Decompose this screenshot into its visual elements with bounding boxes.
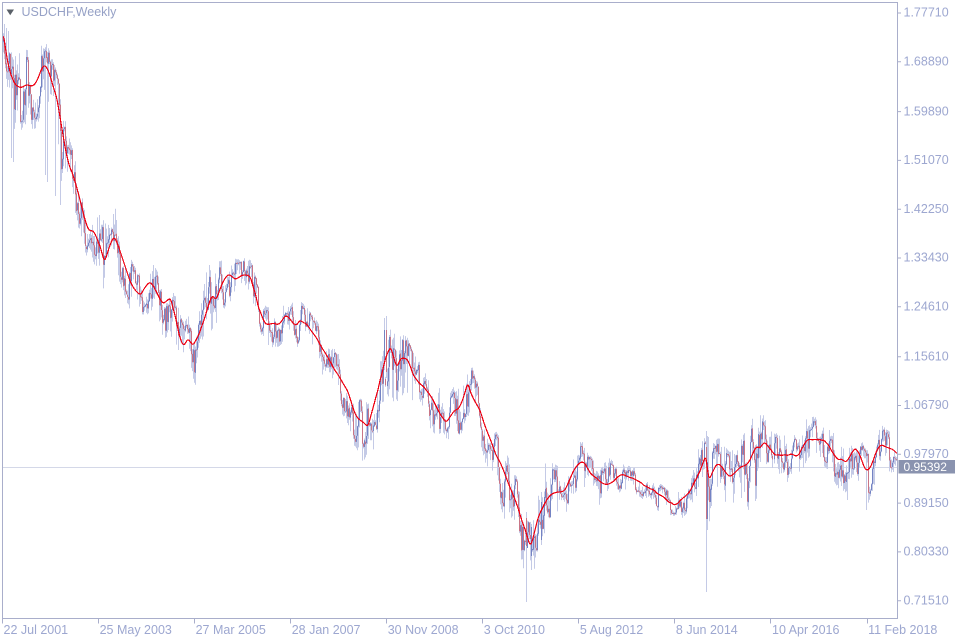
svg-text:10 Apr 2016: 10 Apr 2016 [772, 623, 839, 637]
svg-text:1.68890: 1.68890 [904, 55, 949, 69]
svg-text:1.59890: 1.59890 [904, 104, 949, 118]
svg-text:8 Jun 2014: 8 Jun 2014 [676, 623, 738, 637]
svg-text:27 Mar 2005: 27 Mar 2005 [196, 623, 266, 637]
svg-text:0.80330: 0.80330 [904, 545, 949, 559]
svg-text:0.71510: 0.71510 [904, 593, 949, 607]
svg-text:3 Oct 2010: 3 Oct 2010 [484, 623, 545, 637]
svg-text:0.89150: 0.89150 [904, 496, 949, 510]
svg-text:11 Feb 2018: 11 Feb 2018 [868, 623, 937, 637]
svg-text:1.77710: 1.77710 [904, 6, 949, 20]
svg-text:1.24610: 1.24610 [904, 300, 949, 314]
svg-text:1.51070: 1.51070 [904, 153, 949, 167]
svg-text:5 Aug 2012: 5 Aug 2012 [580, 623, 643, 637]
svg-text:0.95392: 0.95392 [904, 460, 948, 474]
svg-text:0.97970: 0.97970 [904, 447, 949, 461]
svg-text:1.06790: 1.06790 [904, 398, 949, 412]
svg-text:1.33430: 1.33430 [904, 251, 949, 265]
svg-text:1.42250: 1.42250 [904, 202, 949, 216]
svg-text:28 Jan 2007: 28 Jan 2007 [292, 623, 361, 637]
svg-text:1.15610: 1.15610 [904, 349, 949, 363]
svg-text:30 Nov 2008: 30 Nov 2008 [388, 623, 459, 637]
svg-text:22 Jul 2001: 22 Jul 2001 [4, 623, 69, 637]
svg-text:USDCHF,Weekly: USDCHF,Weekly [22, 5, 118, 19]
svg-text:25 May 2003: 25 May 2003 [100, 623, 172, 637]
